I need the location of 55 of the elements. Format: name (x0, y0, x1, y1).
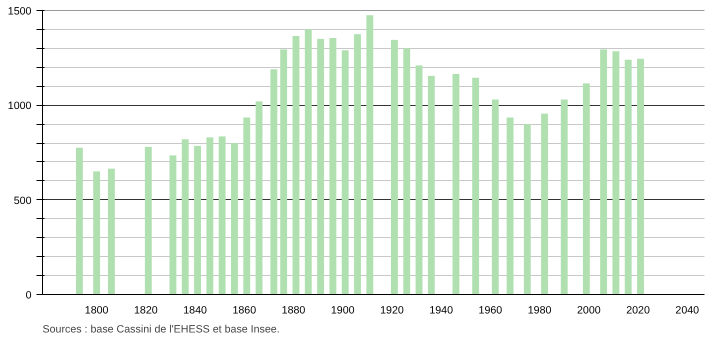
bar (366, 15, 374, 294)
x-tick-label: 1860 (232, 304, 256, 316)
bar (218, 136, 226, 294)
bar (108, 168, 115, 294)
bar (317, 38, 324, 294)
bar (452, 74, 460, 294)
y-tick-label: 0 (26, 290, 32, 302)
bar (270, 69, 278, 294)
x-tick-label: 1820 (134, 304, 158, 316)
y-tick-label: 1500 (8, 6, 32, 18)
bar (624, 60, 632, 294)
bar (194, 146, 201, 294)
bar (354, 34, 361, 294)
bar (93, 171, 100, 294)
x-tick-label: 1920 (380, 304, 404, 316)
x-tick-label: 2000 (576, 304, 601, 316)
bar (541, 114, 548, 294)
bar (492, 99, 499, 294)
x-tick-label: 2020 (626, 304, 650, 316)
bar (416, 65, 422, 294)
source-note: Sources : base Cassini de l'EHESS et base Insee. (42, 324, 280, 336)
bar (600, 49, 608, 294)
bar (243, 117, 250, 294)
bar (256, 101, 263, 294)
bar (280, 49, 288, 294)
bar (612, 51, 620, 294)
bar (182, 139, 189, 294)
y-tick-label: 500 (14, 194, 32, 207)
bar (428, 76, 435, 294)
x-tick-label: 1980 (528, 304, 552, 316)
x-tick-label: 1900 (330, 304, 355, 316)
bar (637, 58, 644, 294)
bar (76, 148, 83, 294)
bar (292, 36, 300, 294)
x-tick-label: 1840 (183, 304, 208, 316)
bar (472, 78, 480, 294)
y-tick-label: 1000 (8, 100, 32, 112)
x-tick-label: 1940 (429, 304, 454, 316)
bar (403, 48, 410, 294)
bar (506, 117, 514, 294)
bar (231, 143, 238, 294)
x-tick-label: 2040 (675, 304, 700, 316)
bar (524, 124, 531, 294)
bar (206, 137, 214, 294)
bar (342, 50, 349, 294)
x-tick-label: 1880 (282, 304, 306, 316)
bar (560, 99, 568, 294)
bar (304, 29, 312, 294)
bar (329, 38, 336, 294)
x-tick-label: 1960 (478, 304, 502, 316)
bar (169, 155, 176, 294)
bar (144, 146, 152, 294)
bar (390, 40, 398, 294)
bar (582, 83, 590, 294)
x-tick-label: 1800 (84, 304, 109, 316)
